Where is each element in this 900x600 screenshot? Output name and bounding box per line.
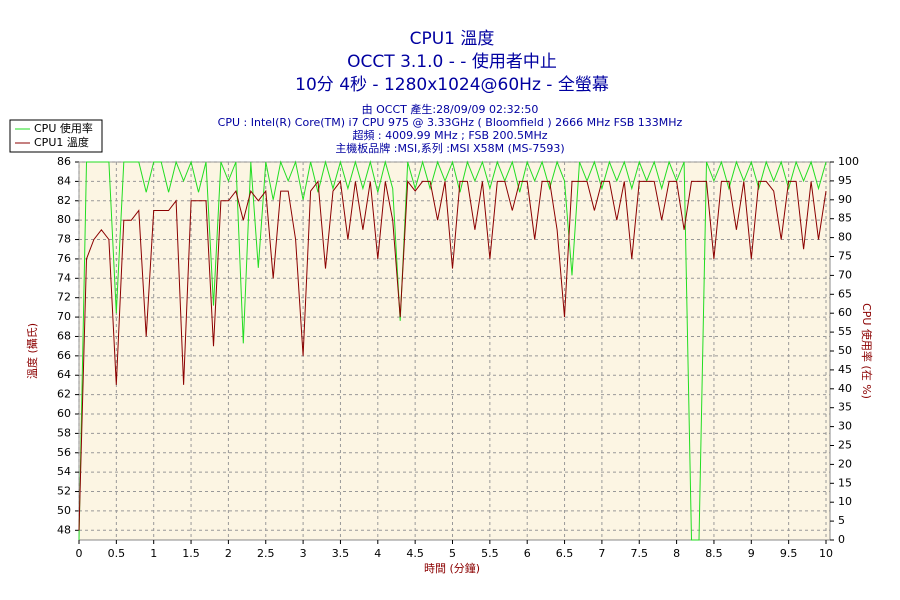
x-axis-label: 時間 (分鐘) xyxy=(424,561,480,575)
y2-tick-label: 90 xyxy=(838,193,852,206)
x-tick-label: 2.5 xyxy=(257,547,275,560)
y-axis-label: 溫度 (攝氏) xyxy=(25,323,39,379)
legend-label: CPU1 溫度 xyxy=(34,135,89,149)
y-tick-label: 78 xyxy=(57,233,71,246)
x-tick-label: 7.5 xyxy=(631,547,649,560)
y-tick-label: 86 xyxy=(57,155,71,168)
series-line xyxy=(78,180,827,531)
x-tick-label: 8.5 xyxy=(705,547,723,560)
y-tick-label: 66 xyxy=(57,349,71,362)
x-tick-label: 4.5 xyxy=(406,547,424,560)
y2-tick-label: 45 xyxy=(838,363,852,376)
x-tick-label: 9 xyxy=(748,547,755,560)
x-tick-label: 9.5 xyxy=(780,547,798,560)
y-tick-label: 72 xyxy=(57,291,71,304)
y2-tick-label: 10 xyxy=(838,495,852,508)
series-line xyxy=(78,160,827,541)
y-tick-label: 50 xyxy=(57,504,71,517)
x-tick-label: 10 xyxy=(819,547,833,560)
y2-tick-label: 55 xyxy=(838,325,852,338)
x-tick-label: 3 xyxy=(300,547,307,560)
y-tick-label: 70 xyxy=(57,310,71,323)
y-tick-label: 56 xyxy=(57,446,71,459)
y-tick-label: 48 xyxy=(57,523,71,536)
y2-tick-label: 50 xyxy=(838,344,852,357)
x-tick-label: 0.5 xyxy=(108,547,126,560)
y-tick-label: 80 xyxy=(57,213,71,226)
y2-tick-label: 75 xyxy=(838,250,852,263)
x-tick-label: 4 xyxy=(374,547,381,560)
x-tick-label: 3.5 xyxy=(332,547,350,560)
y2-tick-label: 60 xyxy=(838,306,852,319)
y-tick-label: 82 xyxy=(57,194,71,207)
y-tick-label: 54 xyxy=(57,465,71,478)
chart-title: CPU1 溫度 xyxy=(410,29,495,49)
x-tick-label: 7 xyxy=(598,547,605,560)
x-tick-label: 5 xyxy=(449,547,456,560)
y2-tick-label: 0 xyxy=(838,533,845,546)
y-tick-label: 84 xyxy=(57,174,71,187)
legend-box xyxy=(9,119,103,153)
y-tick-label: 68 xyxy=(57,329,71,342)
y2-tick-label: 5 xyxy=(838,514,845,527)
y-tick-label: 62 xyxy=(57,388,71,401)
x-tick-label: 1.5 xyxy=(182,547,200,560)
y-tick-label: 76 xyxy=(57,252,71,265)
y-tick-label: 60 xyxy=(57,407,71,420)
y-tick-label: 64 xyxy=(57,368,71,381)
x-tick-label: 8 xyxy=(673,547,680,560)
y2-tick-label: 100 xyxy=(838,155,859,168)
y-tick-label: 58 xyxy=(57,426,71,439)
chart-title: 10分 4秒 - 1280x1024@60Hz - 全螢幕 xyxy=(295,75,609,95)
x-tick-label: 0 xyxy=(76,547,83,560)
y2-tick-label: 20 xyxy=(838,457,852,470)
chart-title: OCCT 3.1.0 - - 使用者中止 xyxy=(347,51,557,72)
y2-tick-label: 25 xyxy=(838,439,852,452)
chart-subtitle: 超頻 : 4009.99 MHz ; FSB 200.5MHz xyxy=(352,128,547,142)
y2-tick-label: 85 xyxy=(838,212,852,225)
y-tick-label: 74 xyxy=(57,271,71,284)
y2-tick-label: 70 xyxy=(838,268,852,281)
x-tick-label: 1 xyxy=(150,547,157,560)
x-tick-label: 6 xyxy=(524,547,531,560)
legend-label: CPU 使用率 xyxy=(34,121,93,135)
x-tick-label: 5.5 xyxy=(481,547,499,560)
y2-tick-label: 95 xyxy=(838,174,852,187)
x-tick-label: 6.5 xyxy=(556,547,574,560)
y2-tick-label: 30 xyxy=(838,420,852,433)
chart-subtitle: CPU : Intel(R) Core(TM) i7 CPU 975 @ 3.3… xyxy=(218,116,683,129)
y2-tick-label: 35 xyxy=(838,401,852,414)
y2-tick-label: 80 xyxy=(838,231,852,244)
y-tick-label: 52 xyxy=(57,485,71,498)
y2-tick-label: 15 xyxy=(838,476,852,489)
chart-subtitle: 由 OCCT 產生:28/09/09 02:32:50 xyxy=(362,102,539,116)
x-tick-label: 2 xyxy=(225,547,232,560)
y2-axis-label: CPU 使用率 (在 %) xyxy=(860,303,874,399)
chart-subtitle: 主機板品牌 :MSI,系列 :MSI X58M (MS-7593) xyxy=(335,141,564,155)
y2-tick-label: 40 xyxy=(838,382,852,395)
y2-tick-label: 65 xyxy=(838,287,852,300)
